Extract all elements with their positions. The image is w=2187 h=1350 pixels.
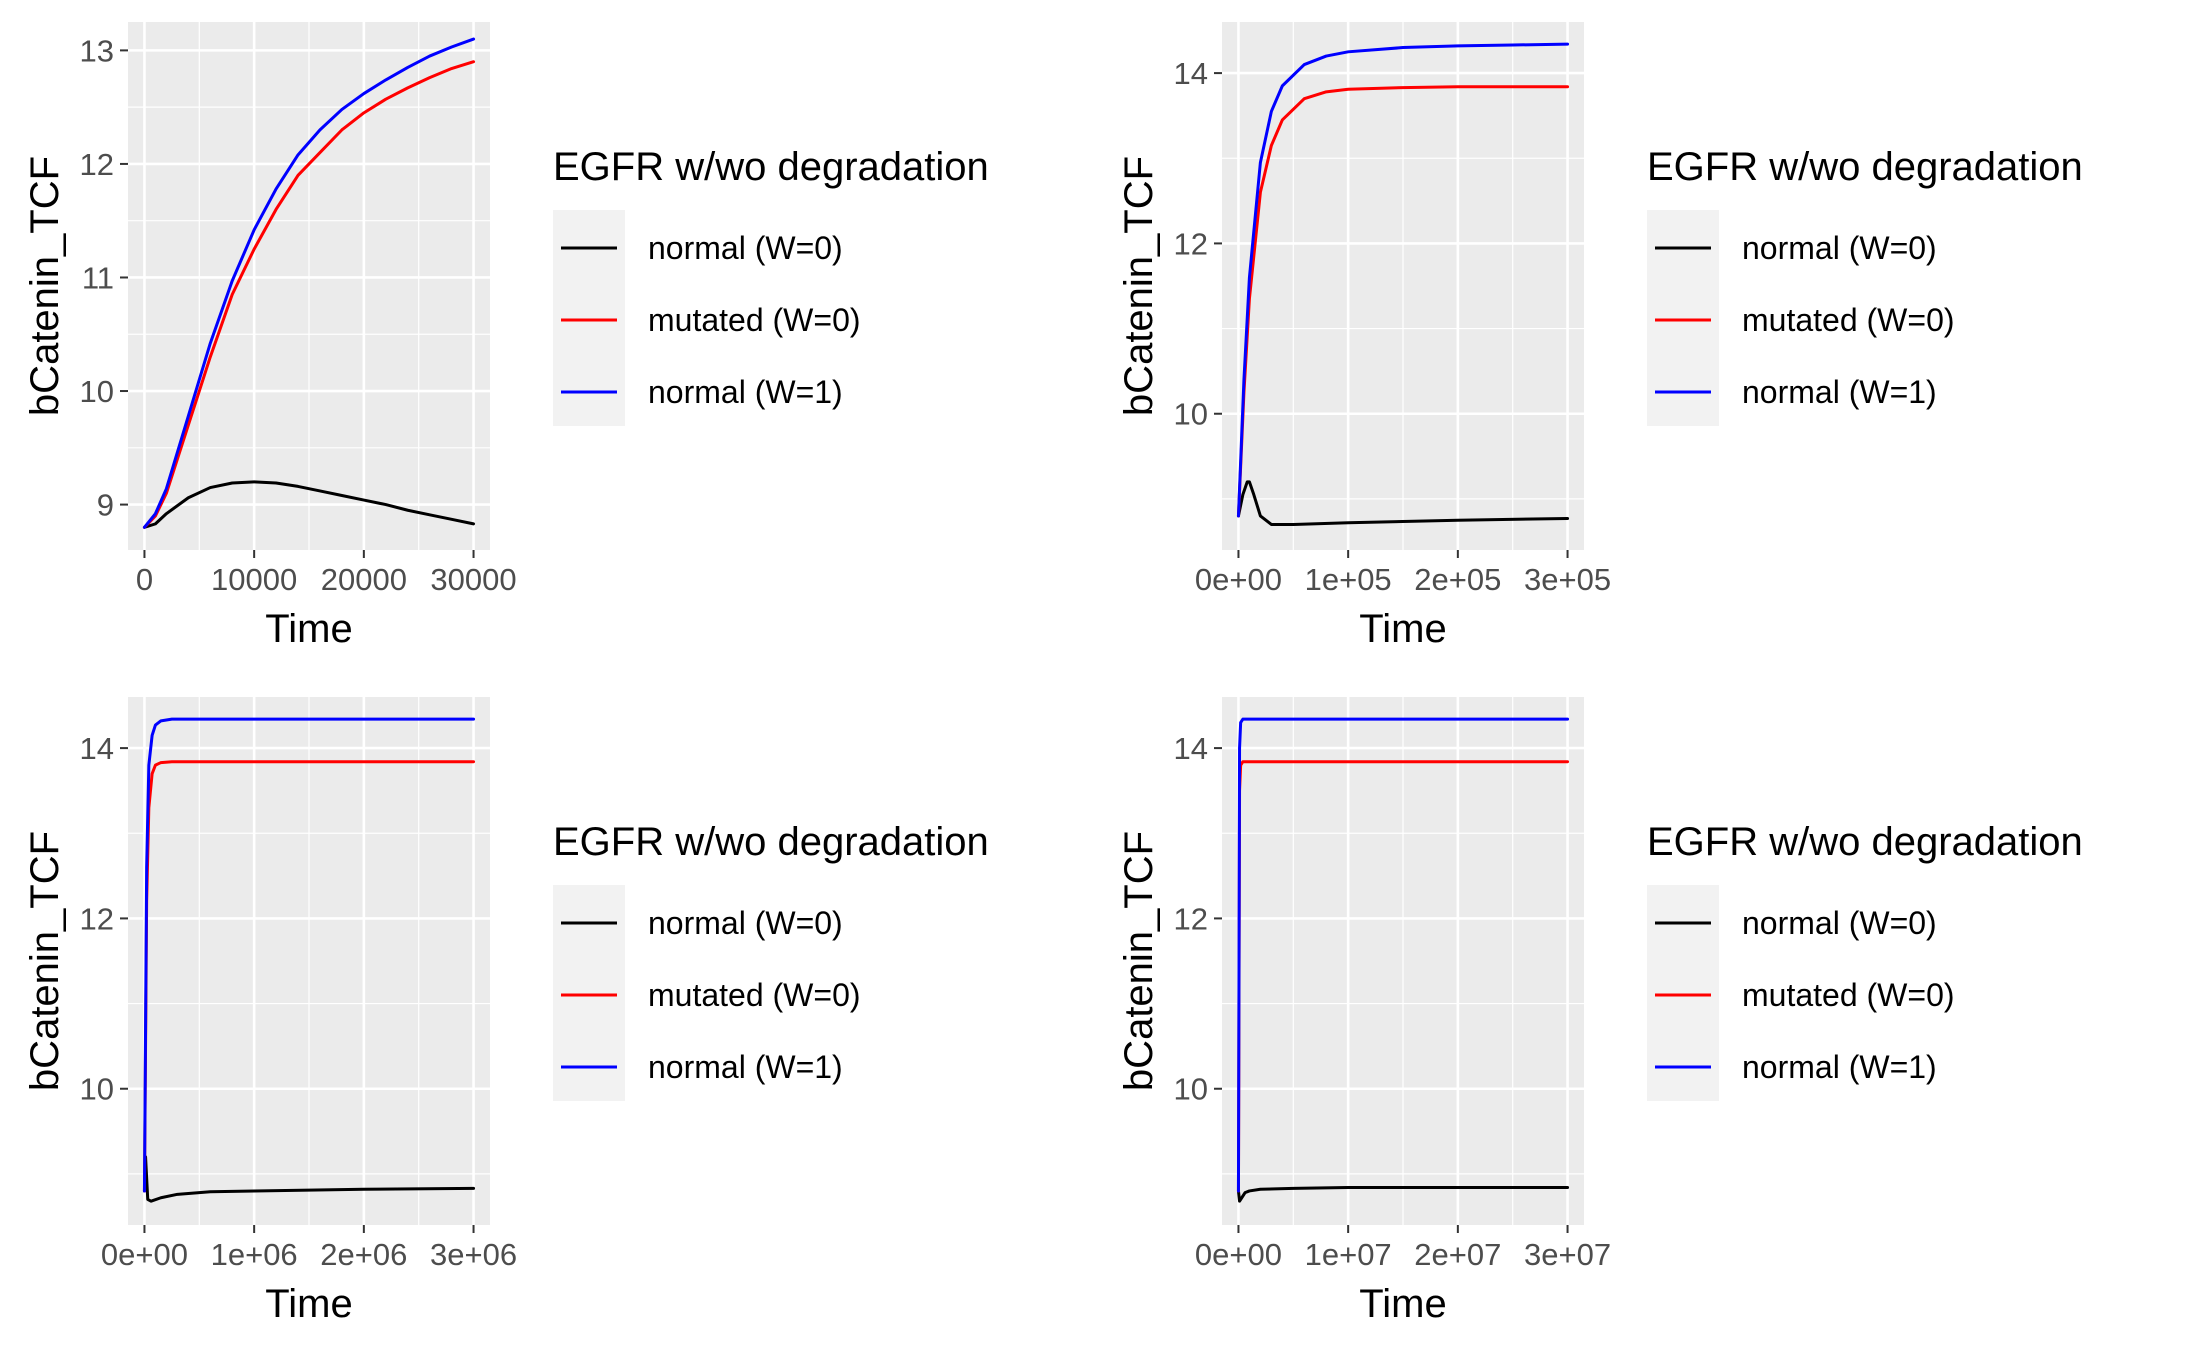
y-tick-label: 12	[1174, 901, 1208, 936]
x-tick-label: 0e+00	[1195, 562, 1282, 597]
legend-title: EGFR w/wo degradation	[553, 145, 989, 189]
y-tick-label: 11	[82, 260, 114, 295]
x-tick-label: 1e+07	[1305, 1237, 1392, 1272]
legend-label-0: normal (W=0)	[1742, 230, 1937, 266]
legend-key-background	[553, 885, 625, 1101]
series-line-0	[142, 1155, 476, 1203]
x-axis-title: Time	[1359, 607, 1446, 651]
series-line-2	[1236, 717, 1570, 1193]
x-tick-label: 0e+00	[101, 1237, 188, 1272]
series-line-1	[142, 60, 476, 529]
chart-panel-top-left: 0 10000 20000 30000 9 10 11 12 13 Time bCatenin_TC…	[0, 0, 1093, 675]
series-line-2	[142, 37, 476, 529]
x-tick-label: 2e+06	[320, 1237, 407, 1272]
legend-title: EGFR w/wo degradation	[1647, 820, 2083, 864]
x-tick-label: 1e+05	[1305, 562, 1392, 597]
legend-key-background	[553, 210, 625, 426]
legend-label-2: normal (W=1)	[1742, 1049, 1937, 1085]
x-tick-label: 30000	[430, 562, 516, 597]
chart-svg: 0 10000 20000 30000 9 10 11 12 13 Time bCatenin_TC…	[23, 22, 989, 651]
legend-label-2: normal (W=1)	[648, 1049, 843, 1085]
y-tick-label: 10	[80, 374, 114, 409]
y-tick-label: 9	[97, 488, 114, 523]
legend-label-2: normal (W=1)	[1742, 374, 1937, 410]
x-tick-label: 20000	[321, 562, 407, 597]
x-tick-label: 10000	[211, 562, 297, 597]
legend-label-0: normal (W=0)	[648, 230, 843, 266]
legend-title: EGFR w/wo degradation	[553, 820, 989, 864]
y-axis-title: bCatenin_TCF	[23, 831, 67, 1091]
x-axis-title: Time	[265, 1282, 352, 1326]
y-tick-label: 10	[1174, 397, 1208, 432]
legend-label-1: mutated (W=0)	[1742, 977, 1955, 1013]
y-tick-label: 12	[1174, 226, 1208, 261]
chart-panel-bottom-left: 0e+00 1e+06 2e+06 3e+06 10 12 14 Time bCatenin_T…	[0, 675, 1093, 1350]
x-axis-title: Time	[265, 607, 352, 651]
legend-key-background	[1647, 210, 1719, 426]
legend-label-2: normal (W=1)	[648, 374, 843, 410]
legend-label-0: normal (W=0)	[648, 905, 843, 941]
y-axis-title: bCatenin_TCF	[23, 156, 67, 416]
series-line-0	[142, 480, 476, 529]
legend-label-1: mutated (W=0)	[648, 977, 861, 1013]
chart-panel-top-right: 0e+00 1e+05 2e+05 3e+05 10 12 14 Time bCatenin_T…	[1094, 0, 2187, 675]
x-tick-label: 3e+07	[1524, 1237, 1611, 1272]
x-axis-title: Time	[1359, 1282, 1446, 1326]
legend-label-1: mutated (W=0)	[648, 302, 861, 338]
y-tick-label: 10	[80, 1072, 114, 1107]
x-tick-label: 1e+06	[211, 1237, 298, 1272]
x-tick-label: 3e+06	[430, 1237, 517, 1272]
chart-panel-bottom-right: 0e+00 1e+07 2e+07 3e+07 10 12 14 Time bCatenin_T…	[1094, 675, 2187, 1350]
y-tick-label: 12	[80, 147, 114, 182]
series-line-0	[1236, 1186, 1570, 1203]
chart-svg: 0e+00 1e+06 2e+06 3e+06 10 12 14 Time bCatenin_T…	[23, 697, 989, 1326]
y-tick-label: 14	[1174, 731, 1208, 766]
series-line-2	[1236, 42, 1570, 518]
x-tick-label: 0	[136, 562, 153, 597]
x-tick-label: 0e+00	[1195, 1237, 1282, 1272]
series-line-2	[142, 717, 476, 1193]
legend-key-background	[1647, 885, 1719, 1101]
x-tick-label: 2e+05	[1414, 562, 1501, 597]
legend-label-0: normal (W=0)	[1742, 905, 1937, 941]
y-tick-label: 14	[1174, 56, 1208, 91]
legend-label-1: mutated (W=0)	[1742, 302, 1955, 338]
chart-svg: 0e+00 1e+07 2e+07 3e+07 10 12 14 Time bCatenin_T…	[1117, 697, 2083, 1326]
y-axis-title: bCatenin_TCF	[1117, 831, 1161, 1091]
y-tick-label: 14	[80, 731, 114, 766]
y-axis-title: bCatenin_TCF	[1117, 156, 1161, 416]
chart-svg: 0e+00 1e+05 2e+05 3e+05 10 12 14 Time bCatenin_T…	[1117, 22, 2083, 651]
x-tick-label: 3e+05	[1524, 562, 1611, 597]
y-tick-label: 12	[80, 901, 114, 936]
y-tick-label: 10	[1174, 1072, 1208, 1107]
x-tick-label: 2e+07	[1414, 1237, 1501, 1272]
y-tick-label: 13	[80, 33, 114, 68]
legend-title: EGFR w/wo degradation	[1647, 145, 2083, 189]
series-line-0	[1236, 480, 1570, 526]
